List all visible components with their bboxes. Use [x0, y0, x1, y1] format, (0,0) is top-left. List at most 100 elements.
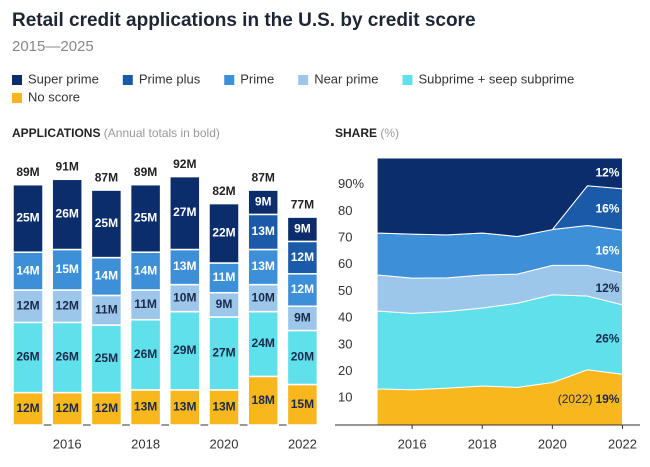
bar-value-label: 12M: [95, 401, 118, 415]
bar-segment: [208, 202, 240, 264]
bar-value-label: 27M: [173, 205, 196, 219]
bar-value-label: 22M: [212, 225, 235, 239]
bar-value-label: 10M: [252, 290, 275, 304]
bar-segment: [12, 391, 44, 426]
bar-value-label: 9M: [216, 297, 233, 311]
bar-value-label: 9M: [294, 311, 311, 325]
x-tick-label: 2016: [53, 436, 82, 451]
bar-value-label: 14M: [95, 269, 118, 283]
x-tick-label: 2018: [131, 436, 160, 451]
bar-value-label: 20M: [291, 350, 314, 364]
x-tick-label: 2018: [468, 436, 497, 451]
legend-swatch: [224, 75, 235, 85]
bar-segment: [51, 391, 83, 426]
title: Retail credit applications in the U.S. b…: [12, 10, 476, 31]
legend-swatch: [12, 75, 22, 85]
bar-segment: [51, 289, 83, 324]
panel-title: SHARE (%): [335, 126, 399, 140]
bar-value-label: 9M: [294, 221, 311, 235]
bar-total-label: 87M: [95, 170, 118, 184]
bar-total-label: 91M: [56, 159, 79, 173]
bar-segment: [12, 183, 44, 253]
bar-value-label: 26M: [56, 350, 79, 364]
legend-label: Subprime + seep subprime: [418, 71, 574, 86]
bar-segment: [169, 283, 201, 313]
bar-value-label: 15M: [291, 397, 314, 411]
y-tick-label: 40: [338, 310, 352, 325]
bar-segment: [169, 175, 201, 251]
bar-segment: [12, 321, 44, 394]
bar-segment: [286, 273, 319, 307]
bar-segment: [247, 375, 279, 426]
bar-segment: [169, 310, 201, 391]
bar-segment: [208, 389, 240, 426]
bar-segment: [51, 248, 83, 291]
y-tick-label: 80: [338, 203, 352, 218]
legend-label: Prime: [240, 71, 274, 86]
area-value-label: 16%: [595, 202, 619, 216]
bar-segment: [51, 321, 83, 394]
panel-title: APPLICATIONS (Annual totals in bold): [12, 126, 220, 140]
bar-segment: [51, 178, 83, 251]
area-value-label: 12%: [595, 281, 619, 295]
bar-total-label: 92M: [173, 157, 196, 171]
legend-label: Near prime: [314, 71, 378, 86]
area-value-label: 16%: [595, 244, 619, 258]
bar-value-label: 13M: [252, 224, 275, 238]
bar-value-label: 13M: [173, 400, 196, 414]
bar-value-label: 26M: [134, 347, 157, 361]
bar-segment: [169, 389, 201, 426]
x-tick-label: 2022: [288, 436, 317, 451]
bar-segment: [90, 391, 123, 426]
bar-value-label: 25M: [95, 351, 118, 365]
bar-total-label: 89M: [134, 165, 157, 179]
bar-value-label: 12M: [291, 250, 314, 264]
bar-value-label: 29M: [173, 343, 196, 357]
bar-value-label: 12M: [56, 401, 79, 415]
bar-value-label: 12M: [291, 282, 314, 296]
area: [376, 157, 623, 238]
bar-segment: [208, 262, 240, 294]
bar-value-label: 15M: [56, 262, 79, 276]
annotation: (2022): [558, 392, 593, 406]
bar-value-label: 24M: [252, 336, 275, 350]
legend-swatch: [12, 93, 22, 103]
bar-segment: [208, 291, 240, 318]
bar-segment: [129, 318, 162, 391]
bar-value-label: 26M: [16, 350, 39, 364]
area-value-label: 12%: [595, 166, 619, 180]
area-value-label: 26%: [595, 332, 619, 346]
y-tick-label: 50: [338, 283, 352, 298]
bar-value-label: 25M: [95, 216, 118, 230]
bar-value-label: 27M: [212, 346, 235, 360]
bar-value-label: 12M: [56, 298, 79, 312]
bar-segment: [208, 316, 240, 391]
bar-value-label: 11M: [95, 302, 118, 316]
bar-value-label: 25M: [16, 211, 39, 225]
legend-label: Prime plus: [139, 71, 201, 86]
legend-swatch: [122, 75, 133, 85]
bar-segment: [129, 183, 162, 253]
bar-value-label: 14M: [16, 263, 39, 277]
legend-label: No score: [28, 89, 80, 104]
area-value-label: 19%: [595, 392, 619, 406]
bar-total-label: 89M: [16, 165, 39, 179]
x-tick-label: 2020: [210, 436, 239, 451]
bar-value-label: 13M: [212, 400, 235, 414]
bar-segment: [286, 240, 319, 275]
bar-value-label: 9M: [255, 194, 272, 208]
x-tick-label: 2022: [608, 436, 637, 451]
bar-segment: [129, 251, 162, 291]
bar-value-label: 25M: [134, 211, 157, 225]
bar-total-label: 87M: [252, 170, 275, 184]
bar-segment: [90, 189, 123, 259]
bar-value-label: 26M: [56, 207, 79, 221]
bar-value-label: 10M: [173, 290, 196, 304]
bar-total-label: 82M: [212, 184, 235, 198]
y-tick-label: 90%: [338, 176, 364, 191]
bar-segment: [129, 289, 162, 321]
bar-value-label: 12M: [16, 298, 39, 312]
bar-segment: [12, 251, 44, 291]
bar-value-label: 13M: [252, 259, 275, 273]
bar-segment: [247, 189, 279, 216]
